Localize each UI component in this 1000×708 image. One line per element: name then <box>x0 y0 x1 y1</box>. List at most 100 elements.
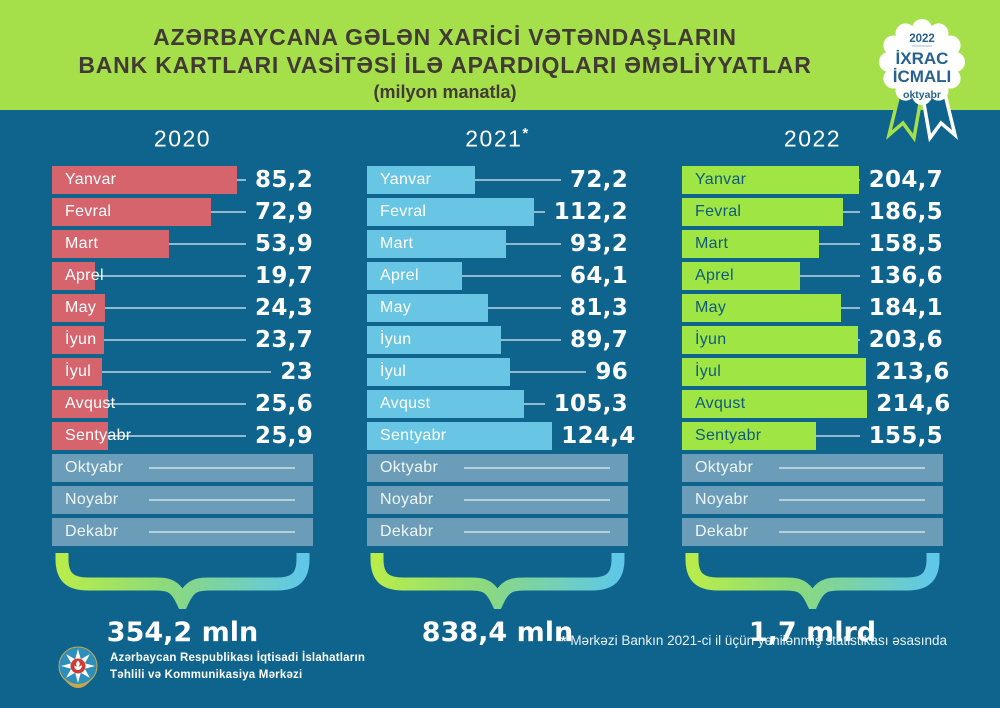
org-name-line2: Təhlili və Kommunikasiya Mərkəzi <box>110 669 303 681</box>
pending-bar-row: Oktyabr <box>682 453 943 482</box>
bar: Avqust <box>367 389 524 418</box>
year-column-2022: 2022 Yanvar 204,7 Fevral 186,5 Mart 158,5 Apre… <box>682 110 950 648</box>
bar-row: Mart 93,2 <box>367 229 628 258</box>
bar-label: Fevral <box>380 202 427 220</box>
column-header-2022: 2022 <box>682 125 943 153</box>
bar-value: 72,9 <box>255 198 313 225</box>
bar-value: 25,6 <box>255 390 313 417</box>
bar-row: Fevral 112,2 <box>367 197 628 226</box>
bar: Fevral <box>367 197 535 226</box>
bar-row: İyun 89,7 <box>367 325 628 354</box>
leader-line <box>488 306 562 309</box>
bar: Avqust <box>52 389 115 418</box>
bar-label: Sentyabr <box>380 426 447 444</box>
pending-bar-row: Noyabr <box>682 485 943 514</box>
bar-row: Yanvar 85,2 <box>52 165 313 194</box>
bar-label: Fevral <box>695 202 742 220</box>
chart-area: 2020 Yanvar 85,2 Fevral 72,9 Mart 53,9 Aprel 19… <box>0 110 1000 648</box>
leader-line <box>816 434 860 437</box>
bar-row: Mart 158,5 <box>682 229 943 258</box>
year-column-2020: 2020 Yanvar 85,2 Fevral 72,9 Mart 53,9 Aprel 19… <box>52 110 313 648</box>
bar-label: Yanvar <box>380 170 432 188</box>
pending-bar-row: Noyabr <box>367 485 628 514</box>
bar-row: Sentyabr 155,5 <box>682 421 943 450</box>
bar-row: Fevral 72,9 <box>52 197 313 226</box>
pending-bar-row: Dekabr <box>682 517 943 546</box>
page-subtitle: (milyon manatla) <box>373 82 517 103</box>
bar-label: Aprel <box>65 266 104 284</box>
leader-line <box>505 242 562 245</box>
total-2021: 838,4 mln <box>421 616 574 648</box>
leader-line <box>858 178 860 181</box>
pending-bar: Oktyabr <box>52 453 313 482</box>
header-banner: AZƏRBAYCANA GƏLƏN XARİCİ VƏTƏNDAŞLARIN B… <box>0 0 1000 110</box>
leader-line <box>462 274 562 277</box>
bar-label: Noyabr <box>65 490 119 508</box>
pending-bar-row: Noyabr <box>52 485 313 514</box>
bar: Yanvar <box>367 165 475 194</box>
bar-value: 72,2 <box>570 166 628 193</box>
year-column-2021: 2021* Yanvar 72,2 Fevral 112,2 Mart 93,2 Aprel… <box>367 110 635 648</box>
year-label: 2022 <box>783 125 842 152</box>
bar-label: Yanvar <box>65 170 117 188</box>
bar-label: Yanvar <box>695 170 747 188</box>
leader-line <box>94 274 247 277</box>
bar-label: Avqust <box>380 394 431 412</box>
bar-value: 184,1 <box>868 294 943 321</box>
leader-line <box>108 434 247 437</box>
bar: Mart <box>682 229 819 258</box>
footnote-star: * <box>560 633 567 650</box>
column-header-2020: 2020 <box>52 125 313 153</box>
leader-line <box>103 338 247 341</box>
bar-value: 136,6 <box>868 262 943 289</box>
pending-bar-row: Oktyabr <box>52 453 313 482</box>
bar-label: Mart <box>65 234 99 252</box>
bar-label: Aprel <box>695 266 734 284</box>
bar-label: Sentyabr <box>65 426 132 444</box>
bar-label: May <box>65 298 97 316</box>
year-label: 2020 <box>153 125 212 152</box>
footnote: * Mərkəzi Bankın 2021-ci il üçün yenilənm… <box>560 633 947 650</box>
leader-line <box>102 370 272 373</box>
badge-month: oktyabr <box>903 89 941 101</box>
leader-line <box>107 402 247 405</box>
bar-value: 85,2 <box>255 166 313 193</box>
bar-value: 93,2 <box>570 230 628 257</box>
bar-rows-2022: Yanvar 204,7 Fevral 186,5 Mart 158,5 Aprel 136,… <box>682 165 950 546</box>
bar-row: Fevral 186,5 <box>682 197 943 226</box>
bar-value: 25,9 <box>255 422 313 449</box>
bar-label: Oktyabr <box>695 458 754 476</box>
badge-divider <box>912 45 932 47</box>
bar-label: Noyabr <box>695 490 749 508</box>
bar-label: Fevral <box>65 202 112 220</box>
bar-value: 23,7 <box>255 326 313 353</box>
bar: Fevral <box>52 197 211 226</box>
badge-title-line2: İCMALI <box>893 67 952 86</box>
leader-line <box>523 402 545 405</box>
page-title-line1: AZƏRBAYCANA GƏLƏN XARİCİ VƏTƏNDAŞLARIN <box>153 24 737 50</box>
pending-bar: Oktyabr <box>682 453 943 482</box>
pending-line <box>148 530 295 533</box>
bar: May <box>52 293 105 322</box>
bar-value: 64,1 <box>570 262 628 289</box>
bar-label: Dekabr <box>380 522 434 540</box>
bar-value: 89,7 <box>570 326 628 353</box>
bar-value: 124,4 <box>561 422 636 449</box>
bar: Sentyabr <box>367 421 553 450</box>
bar-label: Noyabr <box>380 490 434 508</box>
total-2020: 354,2 mln <box>106 616 259 648</box>
leader-line <box>474 178 562 181</box>
bar: May <box>367 293 489 322</box>
page-title-line2: BANK KARTLARI VASİTƏSİ İLƏ APARDIQLARI Ə… <box>78 51 812 78</box>
bar-row: Avqust 105,3 <box>367 389 628 418</box>
bar: Aprel <box>52 261 104 290</box>
pending-line <box>148 466 295 469</box>
bar: İyul <box>367 357 510 386</box>
bar-row: Sentyabr 25,9 <box>52 421 313 450</box>
column-header-2021: 2021* <box>367 125 628 153</box>
leader-line <box>210 210 247 213</box>
pending-bar: Dekabr <box>367 517 628 546</box>
bar-value: 105,3 <box>553 390 628 417</box>
org-name: Azərbaycan Respublikası İqtisadi İslahat… <box>110 650 365 685</box>
bar-row: Avqust 25,6 <box>52 389 313 418</box>
